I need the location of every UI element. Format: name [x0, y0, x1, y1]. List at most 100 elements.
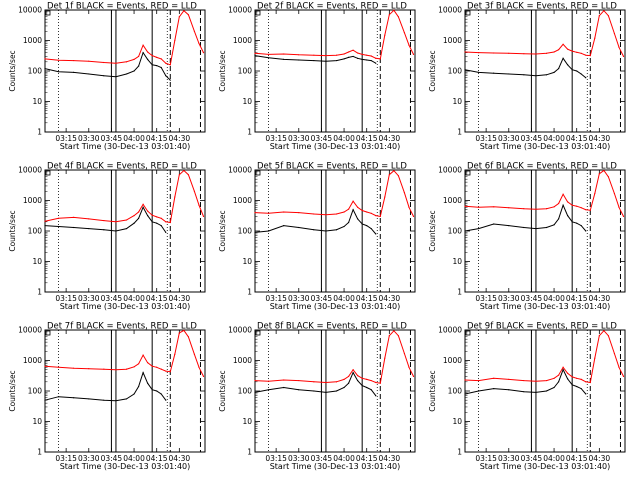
y-tick-label: 1000 — [233, 196, 252, 205]
events-series-line-point — [535, 391, 537, 393]
lld-series-line-point — [607, 176, 609, 178]
x-tick-label: 04:00 — [333, 294, 355, 303]
y-tick-label: 1000 — [443, 356, 462, 365]
y-axis-label: Counts/sec — [428, 210, 437, 251]
lld-series-line-point — [174, 196, 176, 198]
panel-title: Det 6f BLACK = Events, RED = LLD — [467, 162, 617, 172]
events-series-line-point — [151, 389, 153, 391]
lld-series-line-point — [283, 211, 285, 213]
events-series-line-point — [535, 75, 537, 77]
events-series-line-point — [357, 57, 359, 59]
lld-series-line-point — [361, 53, 363, 56]
lld-series-line-point — [103, 368, 105, 370]
lld-series-line-point — [603, 10, 605, 12]
lld-series-line-point — [408, 206, 410, 208]
events-series-line-point — [325, 60, 327, 62]
y-tick-label: 10000 — [438, 6, 462, 15]
lld-series-line-point — [160, 368, 162, 370]
events-series-line-point — [156, 222, 158, 224]
lld-series-line-point — [379, 215, 381, 218]
y-tick-label: 100 — [28, 387, 43, 396]
y-tick-label: 10 — [242, 257, 252, 266]
lld-series-line-point — [178, 174, 180, 176]
x-tick-label: 03:15 — [55, 134, 77, 143]
events-series-line-point — [115, 76, 117, 78]
y-tick-label: 1 — [37, 128, 42, 137]
events-series-line-point — [73, 226, 75, 229]
lld-series-line-point — [133, 214, 135, 217]
events-series-line-point — [571, 69, 573, 71]
events-series-line-point — [133, 222, 135, 224]
lld-series-line-point — [567, 201, 569, 203]
lld-series-line-point — [618, 366, 620, 368]
lld-series-line-point — [535, 208, 537, 210]
panel-2: Det 2f BLACK = Events, RED = LLD 1 10 100 10… — [218, 2, 416, 151]
lld-series-line-point — [557, 49, 560, 51]
y-tick-label: 1 — [247, 288, 252, 297]
y-tick-label: 10000 — [228, 326, 252, 335]
lld-series-line-point — [254, 379, 256, 382]
events-series-line-point — [567, 64, 569, 66]
x-tick-label: 04:00 — [543, 294, 565, 303]
y-tick-label: 10000 — [228, 6, 252, 15]
lld-series-line-point — [576, 205, 578, 207]
y-tick-label: 10 — [242, 417, 252, 426]
lld-series-line-point — [403, 192, 406, 194]
events-series-line-point — [44, 67, 46, 70]
lld-series-line-point — [193, 190, 196, 192]
events-series-line-point — [370, 389, 372, 391]
x-tick-label: 03:45 — [521, 454, 543, 463]
lld-series-line-point — [553, 206, 555, 208]
lld-series-line-point — [183, 10, 185, 12]
y-axis-label: Counts/sec — [218, 50, 227, 91]
x-tick-label: 04:15 — [566, 294, 588, 303]
events-series-line-point — [103, 399, 105, 401]
lld-series-line-point — [325, 54, 327, 57]
events-series-line-point — [576, 385, 578, 388]
lld-series-line-point — [73, 367, 75, 369]
events-series-line-point — [571, 384, 573, 386]
y-tick-label: 10 — [452, 257, 462, 266]
lld-series-line-point — [115, 62, 117, 64]
events-series-line-point — [477, 390, 480, 392]
lld-series-line-point — [388, 335, 390, 337]
lld-series-line-point — [298, 54, 300, 56]
panel-8: Det 8f BLACK = Events, RED = LLD 1 10 100 10… — [218, 322, 416, 471]
events-series-line-point — [375, 395, 377, 397]
events-series-line-point — [125, 227, 128, 230]
x-tick-label: 03:30 — [78, 294, 100, 303]
lld-series-line-point — [384, 357, 386, 359]
events-series-line-point — [165, 75, 167, 77]
lld-series-line-point — [147, 362, 149, 364]
lld-series-line-point — [598, 335, 600, 337]
events-series-line-point — [283, 58, 285, 61]
events-series-line-point — [357, 218, 359, 220]
lld-series-line-point — [178, 332, 180, 334]
x-tick-label: 04:15 — [146, 134, 168, 143]
panel-9: Det 9f BLACK = Events, RED = LLD 1 10 100 10… — [428, 322, 626, 471]
events-series-line-point — [361, 58, 363, 61]
lld-series-line-point — [562, 366, 564, 368]
lld-series-line — [254, 9, 414, 60]
lld-series-line-point — [160, 58, 162, 60]
lld-series-line-point — [103, 61, 105, 64]
lld-series-line — [44, 169, 204, 224]
events-series-line-point — [361, 223, 363, 225]
lld-series-line-point — [557, 202, 560, 205]
events-series-line-point — [557, 381, 560, 383]
y-tick-label: 10 — [32, 417, 42, 426]
events-series-line-point — [343, 225, 345, 228]
events-series-line-point — [366, 225, 368, 227]
events-series-line-point — [375, 62, 377, 64]
events-series-line-point — [325, 391, 327, 393]
lld-series-line-point — [464, 51, 466, 53]
y-tick-label: 100 — [238, 227, 253, 236]
lld-series-line-point — [137, 55, 140, 58]
events-series-line-point — [156, 390, 158, 392]
events-series-line-point — [508, 389, 510, 391]
events-series-line-point — [147, 58, 149, 61]
events-series-line-point — [298, 389, 300, 391]
lld-series-line-point — [598, 15, 600, 17]
lld-series-line-point — [142, 203, 144, 205]
panel-title: Det 2f BLACK = Events, RED = LLD — [257, 2, 407, 12]
